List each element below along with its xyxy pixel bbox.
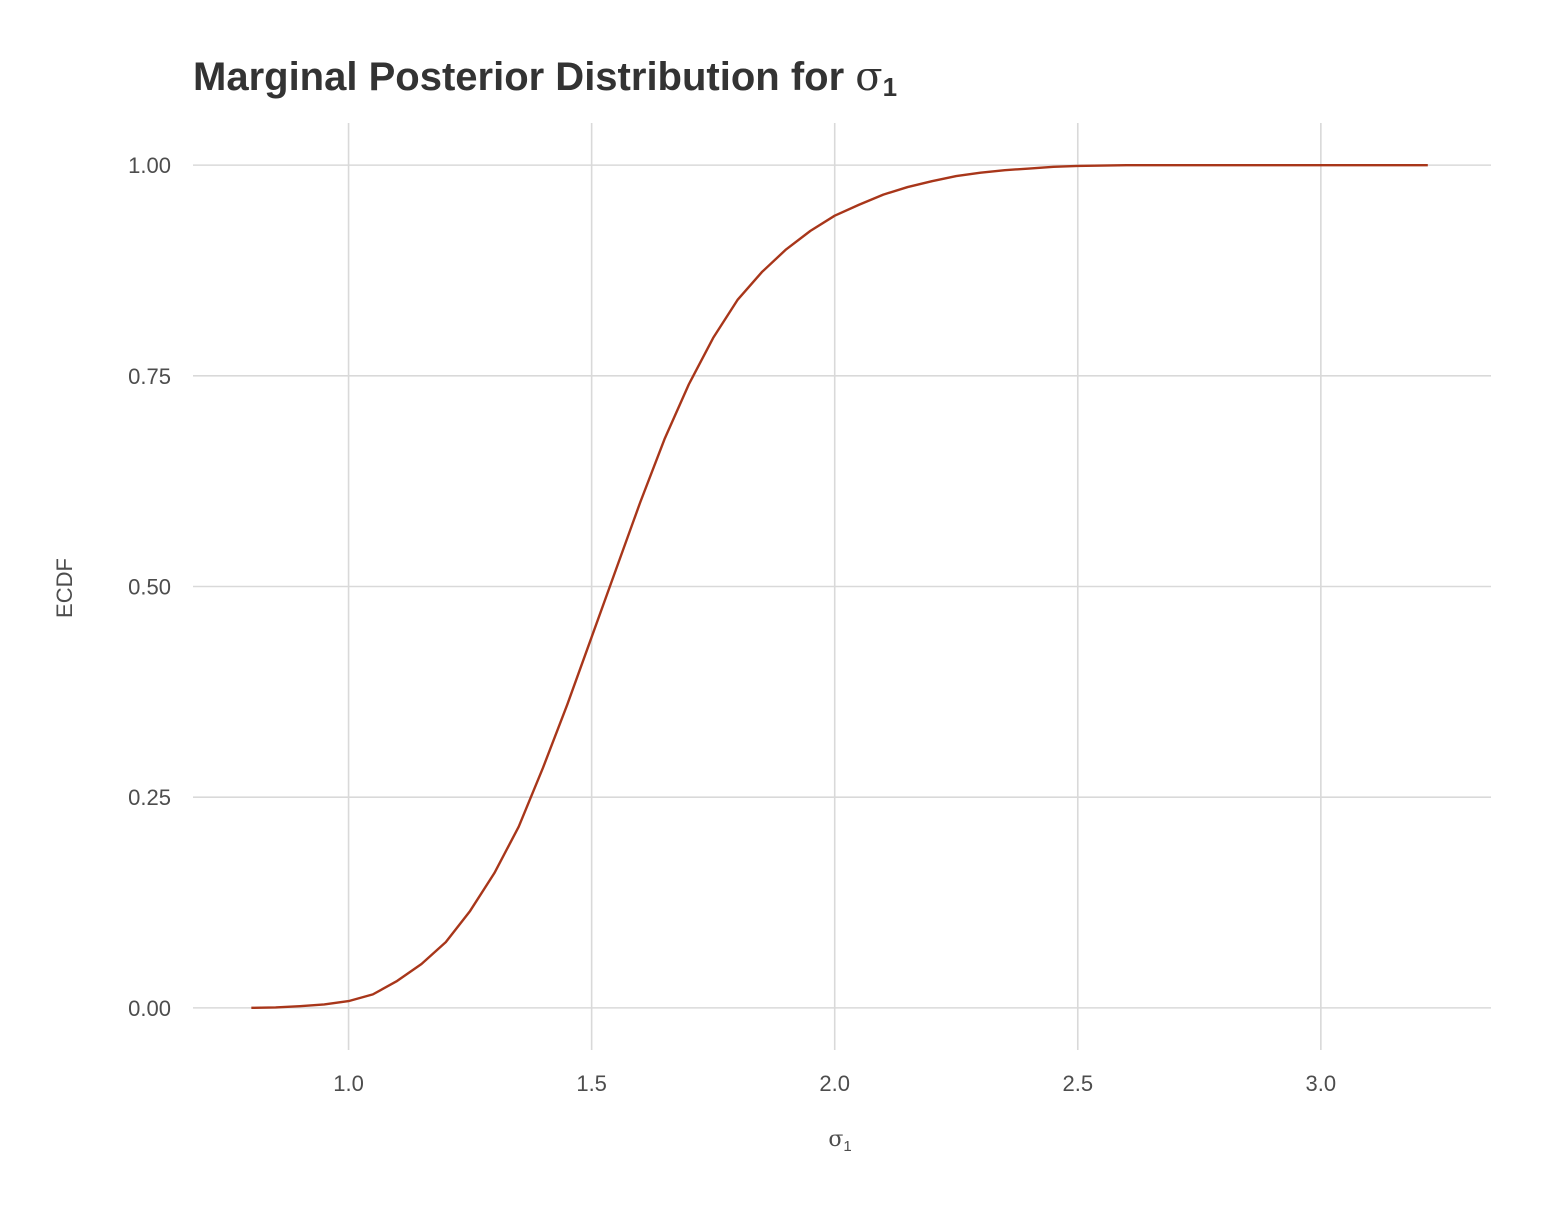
x-axis-symbol: σ	[828, 1127, 843, 1152]
x-tick-label: 2.0	[819, 1071, 850, 1096]
x-axis-label: σ1	[828, 1127, 851, 1155]
y-tick-label: 0.75	[128, 364, 171, 389]
y-tick-label: 0.00	[128, 996, 171, 1021]
y-tick-label: 1.00	[128, 153, 171, 178]
chart-title-symbol: σ	[855, 54, 882, 100]
y-tick-label: 0.25	[128, 785, 171, 810]
chart-title-text: Marginal Posterior Distribution for	[193, 55, 844, 99]
x-tick-label: 3.0	[1306, 1071, 1337, 1096]
x-tick-label: 1.0	[333, 1071, 364, 1096]
y-tick-label: 0.50	[128, 575, 171, 600]
chart-title: Marginal Posterior Distribution for σ1	[193, 54, 897, 102]
x-axis-subscript: 1	[843, 1138, 851, 1155]
x-tick-label: 1.5	[576, 1071, 607, 1096]
x-tick-labels: 1.0 1.5 2.0 2.5 3.0	[333, 1071, 1336, 1096]
y-tick-labels: 0.00 0.25 0.50 0.75 1.00	[128, 153, 171, 1021]
ecdf-line	[251, 163, 1428, 1010]
y-axis-label: ECDF	[52, 558, 77, 618]
chart-title-subscript: 1	[883, 72, 897, 102]
y-gridlines	[193, 164, 1491, 1009]
x-tick-label: 2.5	[1062, 1071, 1093, 1096]
